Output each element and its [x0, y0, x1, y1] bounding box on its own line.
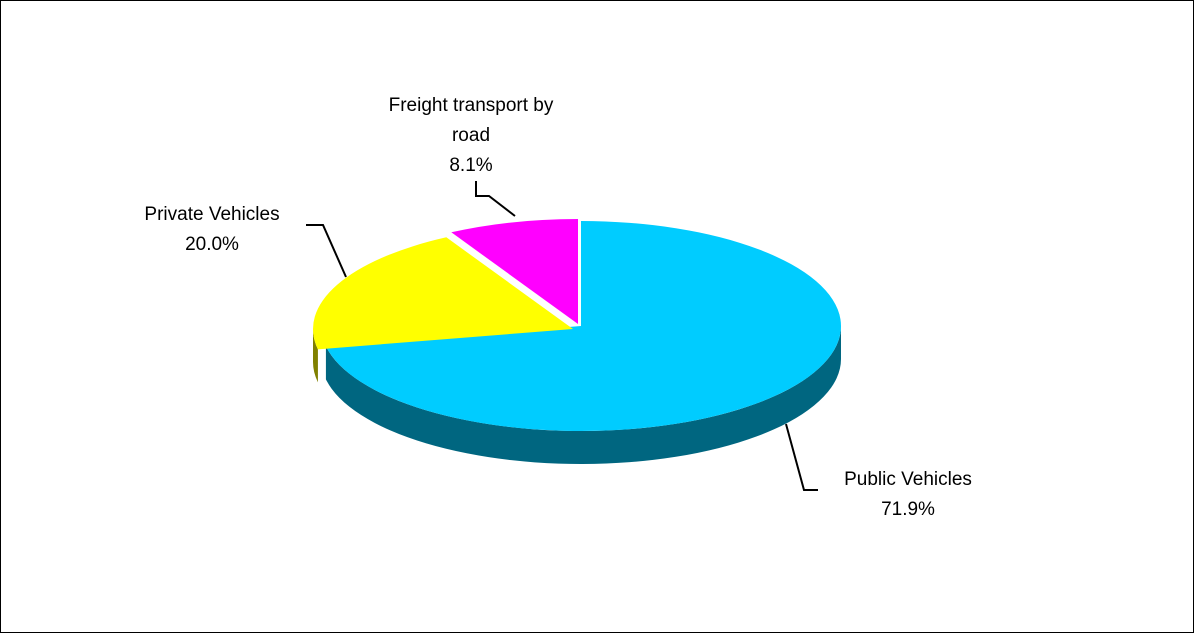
- slice-sides-group: [313, 326, 841, 464]
- label-private-vehicles-value: 20.0%: [185, 234, 239, 255]
- leader-lines-group: [306, 181, 818, 491]
- leader-line-freight-transport: [475, 181, 516, 217]
- labels-group: Public Vehicles 71.9% Private Vehicles 20.0…: [144, 95, 971, 520]
- label-public-vehicles: Public Vehicles: [844, 469, 972, 490]
- label-public-vehicles-value: 71.9%: [881, 499, 935, 520]
- label-freight-transport-value: 8.1%: [449, 155, 492, 176]
- slice-side-private-vehicles: [313, 329, 318, 383]
- label-freight-transport-line1: Freight transport by: [389, 95, 554, 116]
- slice-side-public-vehicles: [325, 326, 841, 464]
- slice-top-public-vehicles: [325, 221, 841, 431]
- slice-top-freight-transport: [451, 219, 578, 324]
- slice-tops-group: [313, 219, 841, 431]
- leader-line-public-vehicles: [785, 423, 818, 491]
- leader-line-private-vehicles: [306, 224, 347, 278]
- label-private-vehicles: Private Vehicles: [144, 204, 279, 225]
- slice-top-private-vehicles: [313, 237, 573, 350]
- label-freight-transport-line2: road: [452, 125, 490, 146]
